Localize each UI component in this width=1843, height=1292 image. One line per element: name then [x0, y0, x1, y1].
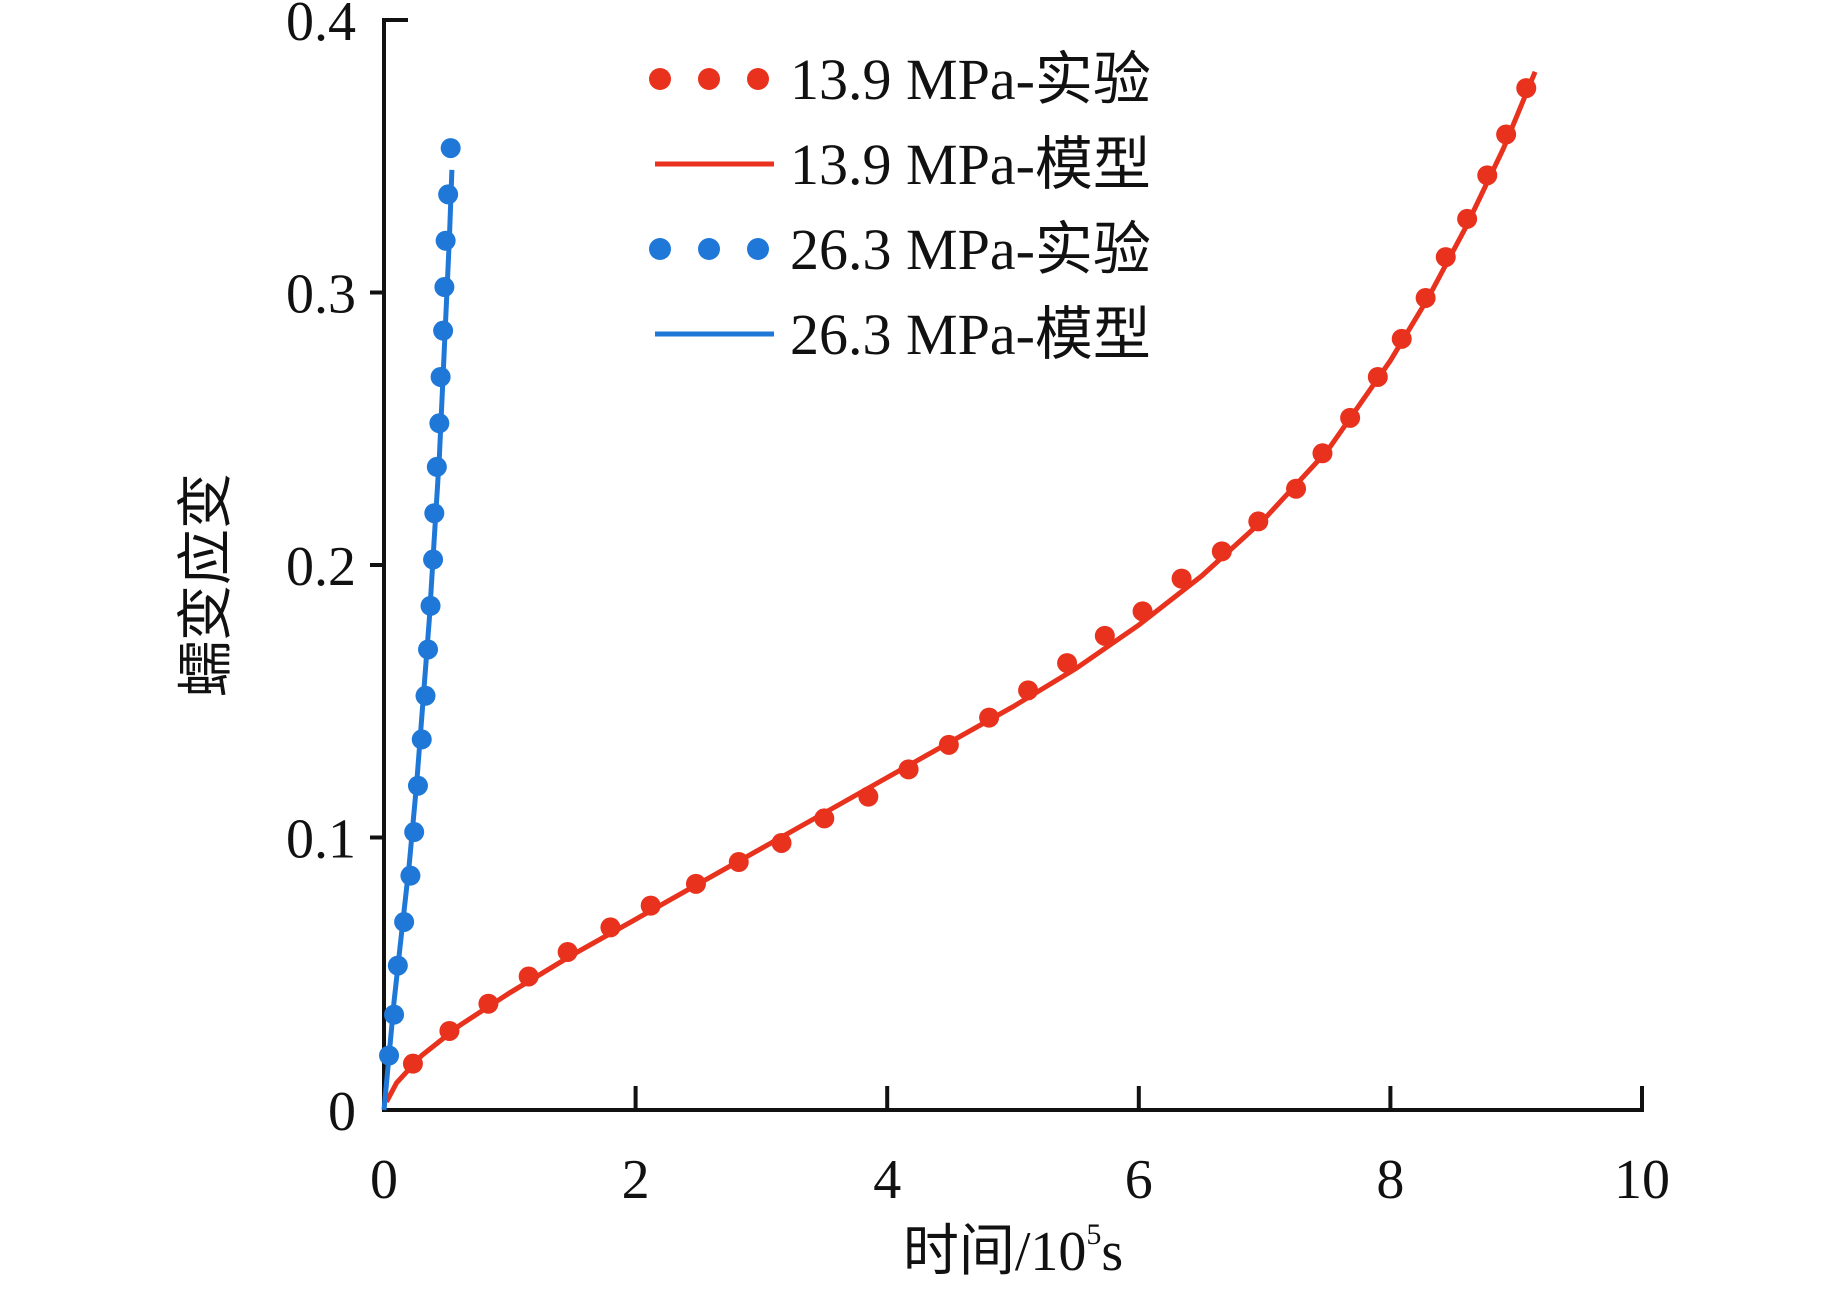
data-point [426, 456, 447, 477]
y-tick-label: 0.3 [286, 264, 356, 326]
data-point [1496, 124, 1517, 145]
data-point [433, 320, 454, 341]
x-tick-label: 8 [1376, 1149, 1404, 1211]
data-point [898, 759, 919, 780]
data-point [415, 685, 436, 706]
data-point [411, 729, 432, 750]
data-point [640, 895, 661, 916]
data-point [1286, 478, 1307, 499]
legend-entry: 13.9 MPa-模型 [655, 132, 1151, 197]
data-point [518, 966, 539, 987]
data-point [600, 917, 621, 938]
data-point [1248, 511, 1269, 532]
data-point [1477, 165, 1498, 186]
data-point [728, 852, 749, 873]
data-point [1094, 625, 1115, 646]
data-point [1367, 366, 1388, 387]
x-tick-label: 0 [370, 1149, 398, 1211]
data-point [557, 941, 578, 962]
data-point [387, 955, 408, 976]
data-point [429, 413, 450, 434]
legend-dot-swatch [747, 238, 769, 260]
legend-entry: 13.9 MPa-实验 [649, 47, 1151, 112]
x-axis-label: 时间/105s [903, 1218, 1123, 1283]
data-point [1057, 653, 1078, 674]
y-tick-label: 0.1 [286, 809, 356, 871]
data-point [438, 184, 459, 205]
legend-dot-swatch [649, 68, 671, 90]
data-point [435, 230, 456, 251]
legend-dot-swatch [698, 238, 720, 260]
data-point [424, 503, 445, 524]
data-point [478, 993, 499, 1014]
data-point [1391, 328, 1412, 349]
x-tick-label: 2 [622, 1149, 650, 1211]
x-tick-label: 6 [1125, 1149, 1153, 1211]
y-tick-label: 0.2 [286, 536, 356, 598]
x-axis-label-main: 时间/10 [903, 1221, 1087, 1283]
x-axis-label-unit: s [1101, 1221, 1123, 1283]
data-point [400, 865, 421, 886]
legend-label: 13.9 MPa-实验 [790, 47, 1151, 112]
data-point [1018, 680, 1039, 701]
x-tick-label: 4 [873, 1149, 901, 1211]
data-point [771, 832, 792, 853]
legend-entry: 26.3 MPa-模型 [655, 302, 1151, 367]
data-point [402, 1053, 423, 1074]
data-point [1171, 568, 1192, 589]
data-point [1312, 443, 1333, 464]
data-point [938, 734, 959, 755]
data-point [384, 1004, 405, 1025]
legend-entry: 26.3 MPa-实验 [649, 217, 1151, 282]
legend: 13.9 MPa-实验 13.9 MPa-模型 26.3 MPa-实验 26.3 MP… [649, 47, 1151, 367]
data-point [404, 822, 425, 843]
legend-dot-swatch [747, 68, 769, 90]
legend-dot-swatch [698, 68, 720, 90]
data-point [440, 138, 461, 159]
data-point [1457, 208, 1478, 229]
data-point [1132, 601, 1153, 622]
y-tick-label: 0 [328, 1081, 356, 1143]
data-point [394, 911, 415, 932]
data-point [434, 277, 455, 298]
data-point [1340, 407, 1361, 428]
legend-label: 26.3 MPa-实验 [790, 217, 1151, 282]
data-point [1211, 541, 1232, 562]
data-point [423, 549, 444, 570]
data-point [979, 707, 1000, 728]
data-point [1435, 247, 1456, 268]
data-point [430, 366, 451, 387]
x-axis-label-exponent: 5 [1086, 1218, 1101, 1251]
legend-label: 26.3 MPa-模型 [790, 302, 1151, 367]
y-tick-label: 0.4 [286, 0, 356, 53]
data-point [685, 873, 706, 894]
data-point [858, 786, 879, 807]
y-axis-label: 蠕变应变 [176, 473, 238, 697]
legend-dot-swatch [649, 238, 671, 260]
data-point [1415, 287, 1436, 308]
data-point [814, 808, 835, 829]
data-point [418, 639, 439, 660]
data-point [439, 1020, 460, 1041]
legend-label: 13.9 MPa-模型 [790, 132, 1151, 197]
data-point [420, 595, 441, 616]
data-point [1516, 78, 1537, 99]
data-point [379, 1045, 400, 1066]
data-point [407, 775, 428, 796]
x-tick-label: 10 [1614, 1149, 1670, 1211]
